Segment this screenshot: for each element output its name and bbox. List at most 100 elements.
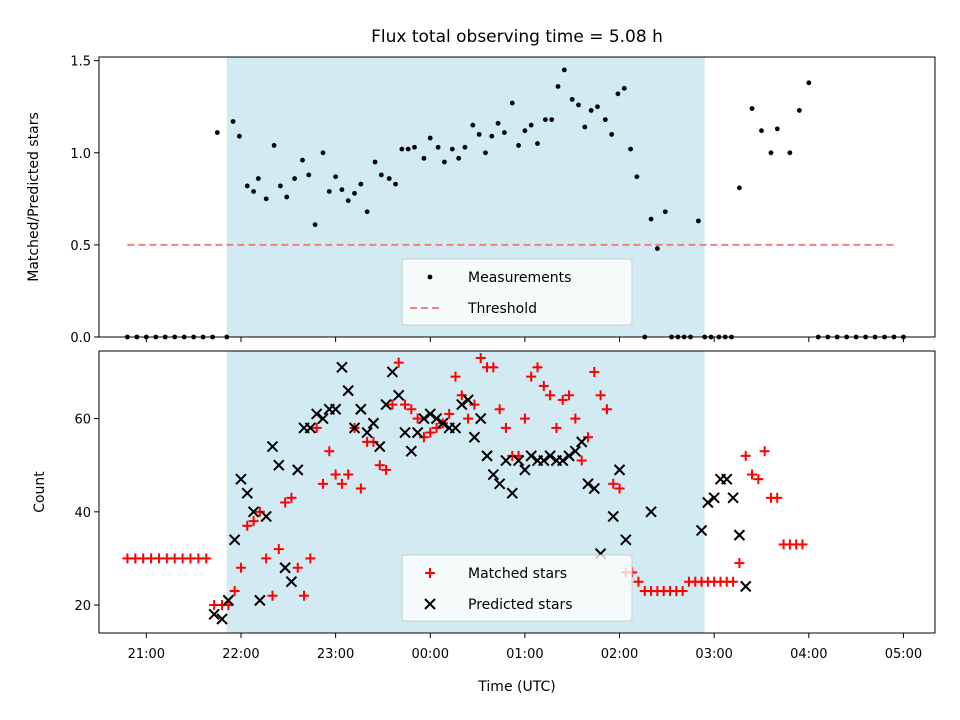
predicted-x-b: [544, 450, 556, 462]
matched-star-point: [532, 362, 543, 373]
matched-star-point: [576, 455, 587, 466]
measurement-point: [549, 117, 555, 123]
predicted-x-b: [557, 454, 569, 467]
predicted-x-b: [348, 422, 361, 434]
measurement-point: [542, 117, 548, 123]
predicted-x-b: [475, 412, 487, 425]
x-axis-label: Time (UTC): [477, 679, 555, 695]
predicted-x-b: [235, 473, 247, 485]
measurement-point: [654, 246, 660, 251]
predicted-star-point: [216, 613, 228, 625]
measurement-point: [333, 174, 339, 180]
measurement-point: [621, 85, 627, 91]
measurement-point: [442, 159, 447, 165]
matched-star-point: [286, 492, 297, 503]
top-marks: [124, 67, 906, 340]
predicted-x-b: [317, 412, 329, 425]
predicted-x-b: [575, 436, 588, 448]
matched-star-point: [267, 590, 278, 601]
predicted-x-b: [588, 482, 600, 495]
x-tick-label: 21:00: [128, 647, 165, 662]
predicted-star-point: [399, 426, 411, 439]
matched-star-point: [400, 399, 411, 410]
top-axes-frame: [98, 56, 936, 338]
predicted-x-b: [525, 450, 537, 462]
matched-star-point: [355, 483, 366, 494]
matched-star-point: [381, 464, 392, 475]
predicted-x-b: [462, 394, 474, 406]
predicted-star-point: [569, 445, 582, 457]
predicted-star-point: [575, 436, 588, 448]
bottom-panel: 20 40 60 21:00 22:00 23:00 00:00 01:00 02:00 03:…: [32, 350, 936, 695]
predicted-star-point: [235, 473, 247, 485]
measurement-point: [271, 143, 277, 148]
matched-star-point: [759, 446, 770, 457]
matched-star-point: [412, 413, 423, 424]
predicted-star-point: [418, 412, 430, 425]
bottom-x-ticks: 21:00 22:00 23:00 00:00 01:00 02:00 03:00 04:00…: [128, 633, 922, 662]
predicted-star-point: [449, 422, 462, 434]
x-tick-label: 03:00: [695, 647, 732, 662]
predicted-x-b: [405, 445, 418, 457]
matched-star-point: [570, 413, 581, 424]
predicted-x-b: [208, 608, 220, 621]
matched-star-point: [545, 390, 556, 401]
matched-star-point: [633, 576, 644, 587]
predicted-x-b: [418, 412, 430, 425]
matched-star-point: [589, 366, 600, 377]
bottom-legend: Matched stars Predicted stars: [401, 554, 633, 622]
matched-star-point: [538, 380, 549, 391]
measurement-point: [588, 108, 594, 113]
matched-star-point: [317, 478, 328, 489]
matched-star-point: [519, 413, 530, 424]
measurement-point: [214, 130, 220, 135]
predicted-x-b: [512, 454, 525, 467]
predicted-star-point: [254, 594, 266, 607]
measurement-point: [386, 176, 392, 181]
measurement-point: [509, 100, 515, 106]
legend-box: [401, 554, 633, 622]
measurement-point: [263, 196, 269, 202]
top-y-axis-label: Matched/Predicted stars: [26, 112, 42, 282]
predicted-star-point: [493, 478, 506, 490]
measurement-point: [602, 117, 608, 123]
predicted-star-point: [336, 361, 348, 374]
matched-star-point: [734, 558, 745, 569]
matched-star-point: [280, 497, 291, 508]
matched-star-point: [582, 432, 593, 443]
measurement-point: [255, 176, 261, 181]
x-tick-label: 01:00: [506, 647, 543, 662]
bottom-y-tick-label: 20: [74, 599, 91, 614]
predicted-x-b: [392, 389, 405, 401]
matched-star-point: [526, 371, 537, 382]
measurement-point: [470, 122, 476, 128]
bottom-y-tick-label: 60: [74, 413, 91, 428]
predicted-star-point: [317, 412, 329, 425]
measurement-point: [236, 133, 242, 139]
measurement-point: [449, 146, 455, 152]
measurement-point: [300, 157, 305, 163]
predicted-x-b: [355, 403, 367, 415]
predicted-star-point: [355, 403, 367, 415]
predicted-x-b: [247, 506, 260, 518]
predicted-x-b: [367, 417, 380, 429]
matched-star-point: [406, 404, 417, 415]
predicted-x-b: [733, 529, 746, 541]
measurement-point: [595, 104, 600, 110]
predicted-x-b: [374, 440, 386, 453]
bottom-y-tick-label: 40: [74, 506, 91, 521]
predicted-star-point: [563, 450, 575, 462]
matched-star-point: [740, 450, 751, 461]
predicted-star-point: [285, 576, 298, 588]
measurement-point: [358, 181, 364, 187]
matched-star-point: [500, 422, 511, 433]
predicted-star-point: [310, 408, 323, 420]
measurement-point: [806, 80, 812, 86]
predicted-star-point: [247, 506, 260, 518]
x-tick-label: 04:00: [790, 647, 827, 662]
measurement-point: [364, 209, 370, 215]
legend-marker-measurement: [427, 274, 433, 280]
predicted-x-b: [399, 426, 411, 439]
matched-star-point: [463, 413, 474, 424]
